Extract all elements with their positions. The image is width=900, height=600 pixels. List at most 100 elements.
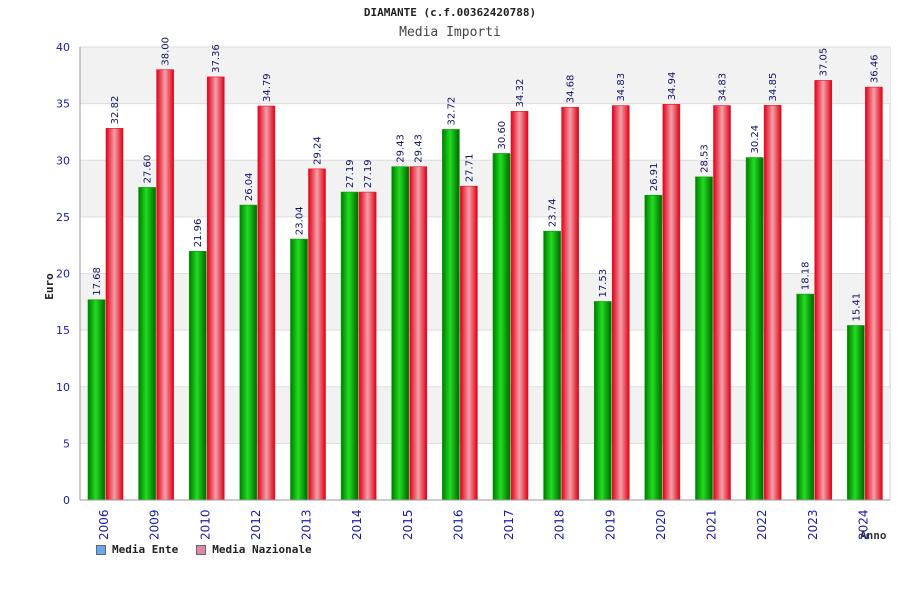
data-label: 23.04 [295,206,306,235]
data-label: 28.53 [700,144,711,173]
data-label: 17.53 [598,269,609,298]
bar-media-nazionale [105,128,124,501]
x-tick-label: 2024 [856,509,870,540]
legend-swatch-nazionale [196,544,207,555]
x-tick-label: 2016 [451,509,465,540]
data-label: 27.19 [345,159,356,188]
bar-media-ente [87,299,106,501]
bar-media-nazionale [460,185,478,501]
bar-media-ente [391,166,410,501]
data-label: 34.83 [616,73,627,102]
data-label: 27.71 [464,154,475,183]
bar-media-nazionale [409,166,428,501]
legend-swatch-ente [96,544,106,555]
x-tick-label: 2020 [654,509,668,540]
legend-label-ente: Media Ente [112,543,179,556]
y-tick-label: 40 [56,41,70,54]
y-tick-label: 25 [56,211,70,224]
y-tick-label: 20 [56,268,70,281]
bar-media-nazionale [510,111,529,501]
bar-media-ente [239,204,258,501]
bar-media-nazionale [763,105,782,501]
bar-media-ente [695,176,713,501]
data-label: 37.05 [819,48,830,77]
data-label: 37.36 [211,44,222,73]
data-label: 17.68 [92,267,103,296]
data-label: 23.74 [548,199,559,228]
data-label: 27.19 [363,159,374,188]
x-tick-label: 2014 [350,509,364,540]
x-tick-label: 2018 [553,509,567,540]
x-tick-label: 2021 [705,509,719,540]
bar-media-nazionale [713,105,731,501]
bar-media-ente [290,238,308,501]
y-tick-label: 5 [63,437,70,450]
y-tick-label: 15 [56,324,70,337]
y-tick-label: 30 [56,154,70,167]
legend: Media Ente Media Nazionale [96,543,312,556]
bar-media-ente [188,251,207,501]
bar-media-ente [138,187,156,501]
chart-title: DIAMANTE (c.f.00362420788) [363,6,537,19]
data-label: 34.83 [718,73,729,102]
data-label: 21.96 [193,219,204,248]
x-tick-label: 2013 [300,509,314,540]
bar-media-ente [644,194,663,501]
data-label: 38.00 [161,37,172,66]
data-label: 30.60 [497,121,508,150]
bar-media-nazionale [611,105,630,501]
data-label: 29.43 [414,134,425,163]
bar-media-ente [543,230,561,501]
data-label: 34.68 [566,75,577,104]
bar-media-nazionale [358,191,377,501]
bar-media-nazionale [308,168,326,501]
x-tick-label: 2022 [755,509,769,540]
bar-media-ente [593,301,612,501]
x-tick-label: 2015 [401,509,415,540]
legend-label-nazionale: Media Nazionale [212,543,312,556]
x-tick-label: 2012 [249,509,263,540]
y-tick-label: 0 [63,494,70,507]
bar-media-ente [847,325,865,501]
data-label: 29.24 [313,136,324,165]
data-label: 29.43 [396,134,407,163]
y-tick-label: 10 [56,381,70,394]
data-label: 34.32 [515,79,526,108]
y-tick-label: 35 [56,98,70,111]
data-label: 34.85 [768,73,779,102]
bar-media-ente [745,157,764,501]
bar-media-ente [442,129,460,501]
legend-item-ente: Media Ente [96,543,178,556]
bar-media-nazionale [814,80,833,501]
bar-media-nazionale [156,69,174,501]
bar-media-nazionale [561,106,579,501]
x-tick-label: 2023 [806,509,820,540]
bar-media-nazionale [865,86,883,501]
x-tick-label: 2019 [603,509,617,540]
x-tick-label: 2009 [148,509,162,540]
data-label: 34.94 [667,72,678,101]
data-label: 30.24 [750,125,761,154]
bar-media-nazionale [257,105,276,501]
bar-media-ente [492,153,511,501]
data-label: 32.72 [446,97,457,126]
bar-media-ente [340,191,359,501]
data-label: 32.82 [110,96,121,125]
bar-media-nazionale [662,104,681,501]
chart-subtitle: Media Importi [399,25,501,40]
bar-media-nazionale [206,76,225,501]
data-label: 36.46 [869,54,880,83]
data-label: 27.60 [143,155,154,184]
x-tick-label: 2006 [97,509,111,540]
x-tick-label: 2010 [198,509,212,540]
data-label: 18.18 [801,261,812,290]
bar-media-ente [796,293,815,501]
data-label: 34.79 [262,73,273,102]
data-label: 15.41 [851,293,862,322]
x-axis-label: Anno [860,529,887,542]
x-tick-label: 2017 [502,509,516,540]
legend-item-nazionale: Media Nazionale [196,543,312,556]
data-label: 26.91 [649,163,660,192]
data-label: 26.04 [244,172,255,201]
